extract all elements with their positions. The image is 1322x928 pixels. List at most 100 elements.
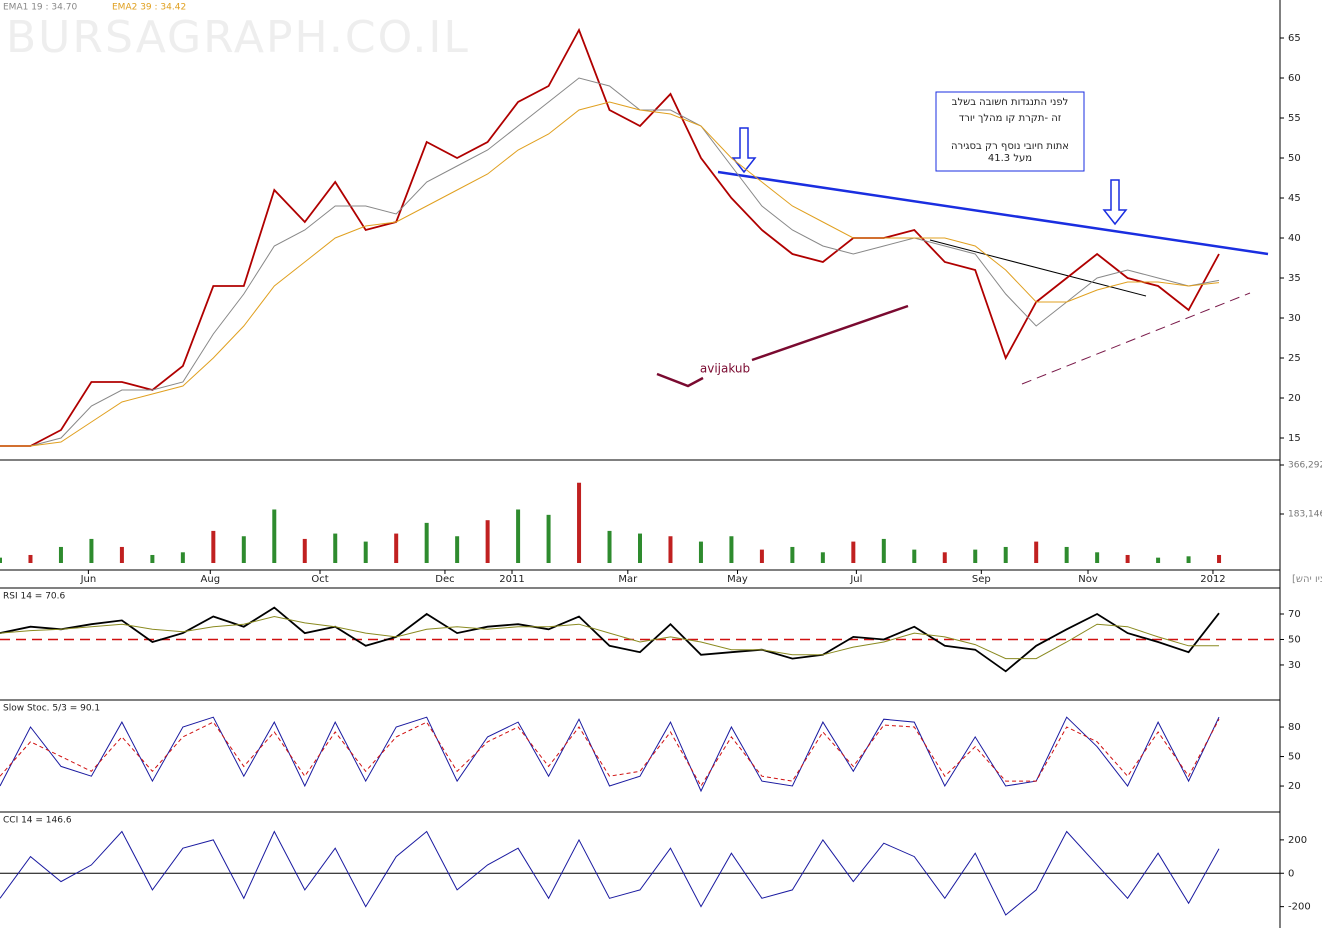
volume-bar [759, 549, 764, 563]
y-tick-label: 20 [1288, 781, 1301, 792]
volume-bar [729, 536, 734, 563]
volume-bar [912, 549, 917, 563]
series-line [0, 718, 1220, 787]
annotation: אתות חיובי נוסף רק בסגירה [951, 141, 1069, 152]
y-tick-label: -200 [1288, 902, 1311, 913]
volume-bar [28, 554, 33, 563]
x-tick-label: Jul [849, 574, 862, 585]
volume-bar [577, 482, 582, 563]
axis-note: [רציו יהש [1292, 574, 1322, 585]
x-tick-label: Jun [80, 574, 97, 585]
y-tick-label: 70 [1288, 609, 1301, 620]
arrow [731, 127, 757, 174]
volume-bar [698, 541, 703, 563]
volume-bar [424, 522, 429, 563]
signature-stroke [656, 304, 909, 388]
legend-entry: EMA1 19 : 34.70 [3, 3, 77, 13]
x-tick-label: Nov [1078, 574, 1098, 585]
volume-bar [272, 509, 277, 563]
series-line [0, 830, 1220, 916]
y-tick-label: 30 [1288, 660, 1301, 671]
annotation: זה -תקרת קו מהלך יורד [959, 113, 1062, 124]
volume-bar [1217, 554, 1222, 563]
volume-bar [1034, 541, 1039, 563]
y-tick-label: 30 [1288, 313, 1301, 324]
volume-bar [790, 546, 795, 563]
volume-bar [1003, 546, 1008, 563]
series-line [0, 27, 1220, 447]
volume-bar [1064, 546, 1069, 563]
annotation: לפני התנגדות חשובה בשלב [952, 97, 1069, 108]
volume-bar [1125, 554, 1130, 563]
volume-bar [668, 536, 673, 563]
volume-bar [150, 554, 155, 563]
volume-bar [394, 533, 399, 563]
series-line [0, 101, 1220, 447]
resistance-line [717, 170, 1269, 256]
volume-bar [455, 536, 460, 563]
volume-bar [58, 546, 63, 563]
drawings [656, 91, 1269, 388]
y-tick-label: 35 [1288, 273, 1301, 284]
support-line [1021, 292, 1251, 385]
volume-bar [638, 533, 642, 563]
series-line [0, 615, 1219, 660]
volume-bar [516, 509, 521, 563]
x-tick-label: Aug [201, 574, 221, 585]
y-tick-label: 50 [1288, 634, 1301, 645]
volume-bar [485, 520, 490, 563]
volume-bar [180, 552, 185, 563]
volume-bar [820, 552, 825, 563]
series-line [0, 716, 1220, 793]
volume-bar [607, 530, 612, 563]
legend-entry: EMA2 39 : 34.42 [112, 3, 186, 13]
volume-bar [0, 557, 2, 563]
x-tick-label: Oct [311, 574, 328, 585]
y-tick-label: 15 [1288, 433, 1301, 444]
y-tick-label: 25 [1288, 353, 1301, 364]
volume-bar [1156, 557, 1161, 563]
y-tick-label: 50 [1288, 752, 1301, 763]
y-tick-label: 65 [1288, 33, 1301, 44]
y-tick-label: 40 [1288, 233, 1301, 244]
volume-bar [1186, 556, 1191, 563]
x-tick-label: 2011 [499, 574, 524, 585]
y-tick-label: 0 [1288, 868, 1294, 879]
y-tick-label: 45 [1288, 193, 1301, 204]
y-tick-label: 50 [1288, 153, 1301, 164]
x-tick-label: Sep [972, 574, 991, 585]
volume-bar [241, 536, 246, 563]
volume-bar [546, 514, 551, 563]
y-tick-label: 200 [1288, 835, 1307, 846]
volume-bar [363, 541, 368, 563]
watermark: BURSAGRAPH.CO.IL [6, 12, 470, 63]
y-tick-label: 55 [1288, 113, 1301, 124]
annotation: avijakub [700, 362, 750, 376]
panel-title: CCI 14 = 146.6 [3, 816, 72, 826]
x-tick-label: Dec [435, 574, 454, 585]
y-tick-label: 80 [1288, 722, 1301, 733]
series-line [0, 77, 1220, 447]
y-tick-label: 20 [1288, 393, 1301, 404]
arrow [1102, 179, 1128, 226]
volume-bar [1095, 552, 1100, 563]
annotation: מעל 41.3 [988, 153, 1032, 164]
y-tick-label: 183,146 [1288, 510, 1322, 520]
volume-bar [851, 541, 856, 563]
volume-bar [119, 546, 124, 563]
x-tick-label: Mar [618, 574, 638, 585]
x-tick-label: 2012 [1200, 574, 1225, 585]
volume-bar [942, 552, 947, 563]
volume-bar [881, 538, 886, 563]
volume-bar [973, 549, 978, 563]
volume-bar [211, 530, 216, 563]
volume-bar [89, 538, 94, 563]
y-tick-label: 366,292 [1288, 461, 1322, 471]
panel-title: Slow Stoc. 5/3 = 90.1 [3, 704, 100, 714]
volume-bar [302, 538, 307, 563]
x-tick-label: May [727, 574, 748, 585]
series-line [0, 606, 1220, 673]
y-tick-label: 60 [1288, 73, 1301, 84]
